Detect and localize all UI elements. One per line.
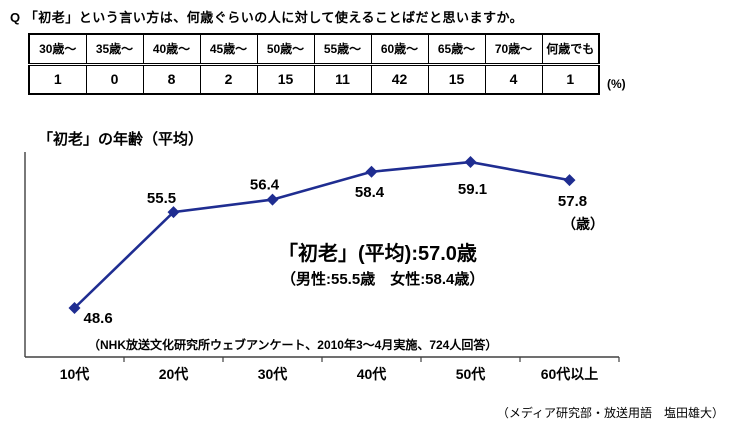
table-value-cell: 1 [28, 63, 87, 95]
annotation-average: 「初老」(平均):57.0歳 [278, 243, 477, 265]
percent-table-value-row: 1 0 8 2 15 11 42 15 4 1 [28, 63, 600, 95]
annotation-by-gender: （男性:55.5歳 女性:58.4歳） [281, 271, 485, 288]
x-axis-label: 30代 [258, 366, 288, 382]
table-value-cell: 11 [313, 63, 372, 95]
chart-line [73, 160, 570, 309]
y-unit-label: （歳） [562, 216, 604, 232]
chart-title: 「初老」の年齢（平均） [38, 131, 204, 148]
data-point-label: 56.4 [250, 177, 280, 194]
data-point-marker [167, 206, 180, 219]
survey-question: Q 「初老」という言い方は、何歳ぐらいの人に対して使えることばだと思いますか。 [10, 10, 524, 25]
data-point-marker [365, 165, 378, 178]
data-point-label: 58.4 [355, 184, 385, 201]
table-header-cell: 45歳～ [199, 33, 258, 66]
x-axis-label: 10代 [60, 366, 90, 382]
data-point-marker [563, 174, 576, 187]
data-point-marker [266, 193, 279, 206]
x-axis-label: 60代以上 [541, 366, 599, 382]
table-value-cell: 15 [256, 63, 315, 95]
line-chart: 48.6 55.5 56.4 58.4 59.1 57.8 （歳） 10代 20代 30代 40代 5… [24, 152, 620, 382]
chart-source-note: （NHK放送文化研究所ウェブアンケート、2010年3～4月実施、724人回答） [88, 338, 498, 352]
table-value-cell: 1 [541, 63, 600, 95]
table-header-cell: 30歳～ [28, 33, 87, 66]
table-header-cell: 50歳～ [256, 33, 315, 66]
table-header-cell: 40歳～ [142, 33, 201, 66]
data-point-label: 48.6 [84, 310, 113, 327]
table-header-cell: 55歳～ [313, 33, 372, 66]
data-point-label: 57.8 [558, 193, 587, 210]
percent-table: 30歳～ 35歳～ 40歳～ 45歳～ 50歳～ 55歳～ 60歳～ 65歳～ 70歳～ 何歳でも… [28, 33, 600, 95]
percent-unit-label: (%) [607, 77, 626, 91]
data-point-marker [464, 156, 477, 169]
x-axis-label: 40代 [357, 366, 387, 382]
table-header-cell: 65歳～ [427, 33, 486, 66]
data-point-label: 59.1 [458, 181, 487, 198]
table-header-cell: 60歳～ [370, 33, 429, 66]
x-axis-label: 50代 [456, 366, 486, 382]
table-header-cell: 35歳～ [85, 33, 144, 66]
table-value-cell: 4 [484, 63, 543, 95]
table-header-cell: 70歳～ [484, 33, 543, 66]
table-value-cell: 15 [427, 63, 486, 95]
table-header-cell: 何歳でも [541, 33, 600, 66]
data-point-marker [68, 302, 81, 314]
table-value-cell: 2 [199, 63, 258, 95]
data-point-label: 55.5 [147, 190, 176, 207]
table-value-cell: 8 [142, 63, 201, 95]
percent-table-header-row: 30歳～ 35歳～ 40歳～ 45歳～ 50歳～ 55歳～ 60歳～ 65歳～ 70歳～ 何歳でも [28, 33, 600, 66]
x-axis-label: 20代 [159, 366, 189, 382]
credit-line: （メディア研究部・放送用語 塩田雄大） [496, 406, 724, 420]
table-value-cell: 42 [370, 63, 429, 95]
table-value-cell: 0 [85, 63, 144, 95]
